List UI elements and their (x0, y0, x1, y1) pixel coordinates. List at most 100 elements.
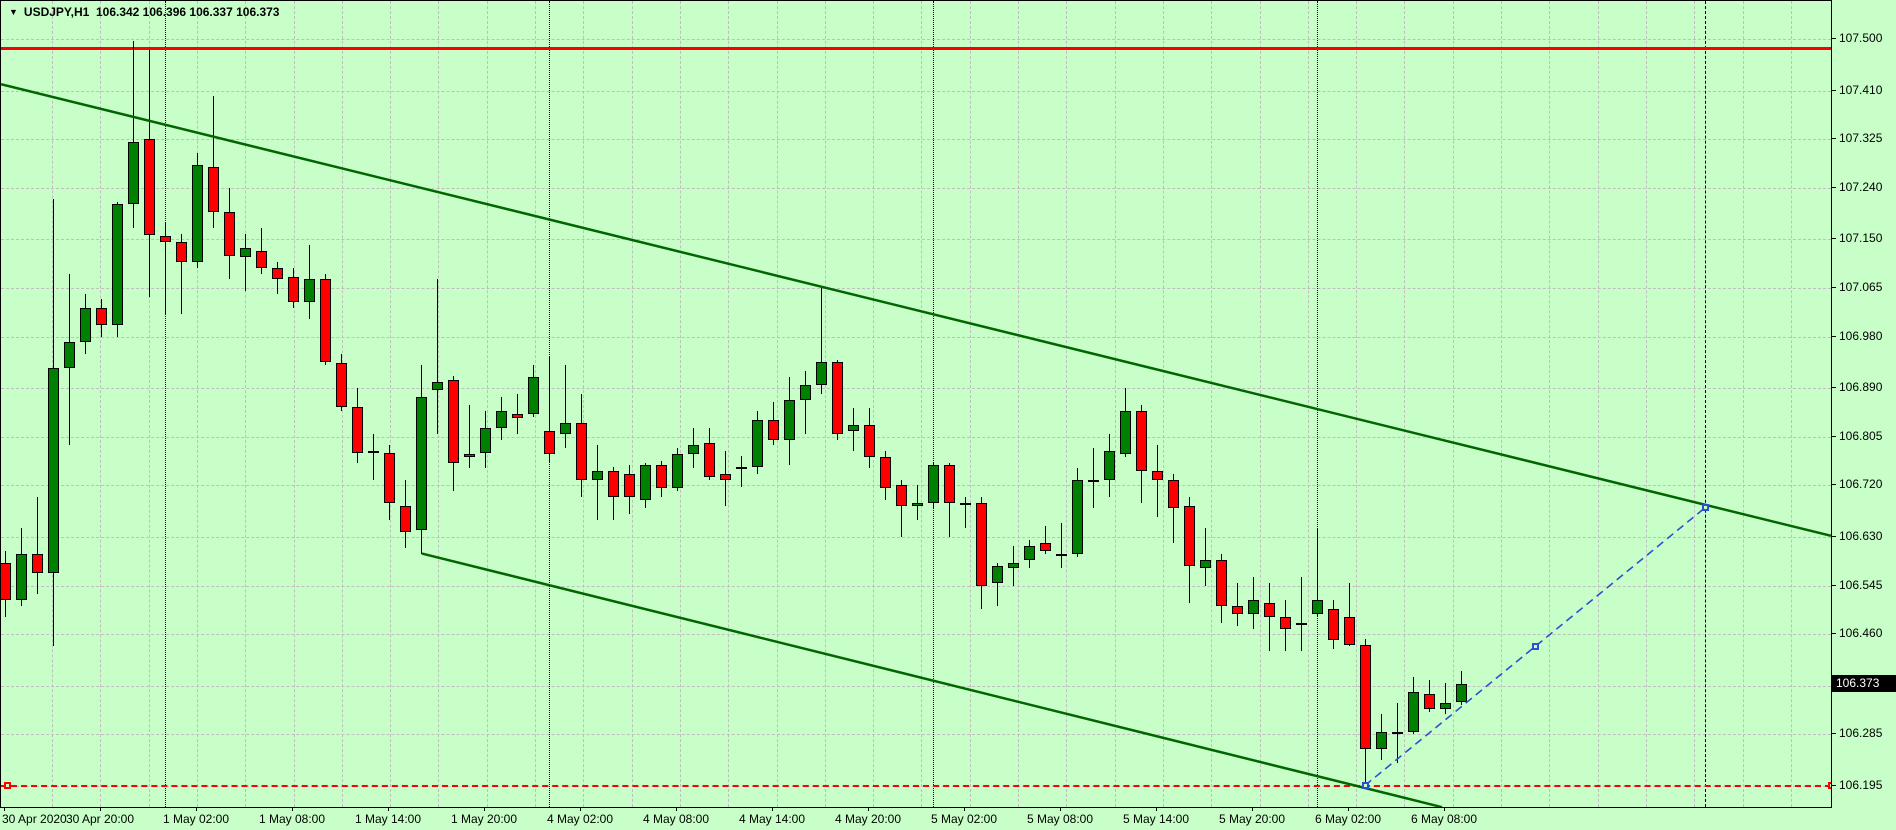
candle-wick (1156, 445, 1158, 517)
candlestick (143, 139, 155, 235)
vertical-gridline (1066, 1, 1068, 807)
vertical-gridline (1307, 1, 1309, 807)
vertical-gridline (1162, 1, 1164, 807)
candlestick (191, 164, 203, 263)
candle-wick (1268, 582, 1270, 652)
time-axis-tick (484, 807, 485, 811)
price-axis-tick (1831, 286, 1836, 288)
time-axis-label: 5 May 20:00 (1218, 812, 1286, 826)
candlestick (431, 382, 443, 390)
resistance-line-107500[interactable] (1, 47, 1831, 51)
time-axis-tick (196, 807, 197, 811)
candlestick (399, 505, 411, 533)
candle-wick (1236, 582, 1238, 626)
candlestick (687, 445, 699, 454)
candlestick (1359, 644, 1371, 749)
candle-wick (244, 233, 246, 291)
time-axis-label: 1 May 20:00 (450, 812, 518, 826)
candle-wick (1092, 448, 1094, 509)
candlestick (1279, 617, 1291, 629)
vertical-gridline (486, 1, 488, 807)
time-axis-label: 1 May 14:00 (354, 812, 422, 826)
vertical-gridline (1356, 1, 1358, 807)
candlestick (1375, 731, 1387, 749)
time-axis-label: 1 May 02:00 (162, 812, 230, 826)
vertical-gridline (1597, 1, 1599, 807)
price-axis-label: 106.720 (1839, 477, 1883, 492)
vertical-gridline (728, 1, 730, 807)
time-axis-tick (388, 807, 389, 811)
candlestick (1007, 562, 1019, 569)
channel-lower-trendline[interactable] (421, 552, 1443, 807)
time-axis-label: 1 May 08:00 (258, 812, 326, 826)
vertical-gridline (1259, 1, 1261, 807)
candle-wick (212, 96, 214, 228)
candlestick (1183, 505, 1195, 566)
horizontal-gridline (1, 287, 1831, 289)
candle-wick (564, 365, 566, 449)
time-axis-tick (580, 807, 581, 811)
triangle-down-icon[interactable]: ▼ (9, 7, 18, 17)
vertical-gridline (1742, 1, 1744, 807)
candle-wick (548, 356, 550, 463)
candlestick (1087, 479, 1099, 482)
candle-wick (900, 479, 902, 537)
candlestick (271, 267, 283, 280)
horizontal-gridline (1, 734, 1831, 736)
time-axis-tick (1348, 807, 1349, 811)
vertical-gridline (196, 1, 198, 807)
time-axis-tick (100, 807, 101, 811)
channel-upper-trendline[interactable] (1, 83, 1831, 538)
candlestick (1055, 554, 1067, 557)
support-line-106195[interactable] (1, 784, 1831, 787)
projection-handle-start[interactable] (1361, 781, 1369, 789)
time-axis-tick (1060, 807, 1061, 811)
candlestick (255, 250, 267, 268)
time-axis-tick (964, 807, 965, 811)
price-axis-tick (1831, 387, 1836, 389)
support-line-handle[interactable] (1827, 782, 1831, 790)
vertical-gridline (873, 1, 875, 807)
candlestick (943, 465, 955, 503)
horizontal-gridline (1, 485, 1831, 487)
candlestick (559, 422, 571, 434)
candlestick (1231, 605, 1243, 615)
price-axis-label: 107.240 (1839, 179, 1883, 194)
price-axis-tick (1831, 633, 1836, 635)
vertical-gridline (583, 1, 585, 807)
candlestick (1023, 545, 1035, 560)
trendline-layer (1, 83, 1831, 807)
candle-wick (596, 445, 598, 520)
vertical-dashed-line[interactable] (1705, 1, 1706, 807)
time-axis-label: 6 May 08:00 (1410, 812, 1478, 826)
time-axis-tick (1444, 807, 1445, 811)
projection-trendline[interactable] (1364, 507, 1706, 787)
candlestick (703, 442, 715, 477)
candlestick (831, 362, 843, 434)
horizontal-gridline (1, 187, 1831, 189)
vertical-gridline (245, 1, 247, 807)
candlestick (1311, 599, 1323, 615)
price-axis-tick (1831, 238, 1836, 240)
price-axis-tick (1831, 733, 1836, 735)
horizontal-gridline (1, 239, 1831, 241)
candle-wick (132, 40, 134, 228)
candlestick (95, 308, 107, 326)
candlestick (463, 453, 475, 457)
projection-handle-end[interactable] (1701, 504, 1709, 512)
chart-plot-area[interactable]: ▼ USDJPY,H1 106.342 106.396 106.337 106.3… (0, 0, 1832, 808)
vertical-gridline (1404, 1, 1406, 807)
candlestick (15, 554, 27, 600)
candlestick (1199, 559, 1211, 569)
candlestick (847, 425, 859, 432)
candle-wick (1172, 474, 1174, 543)
time-axis-label: 4 May 02:00 (546, 812, 614, 826)
candlestick (111, 204, 123, 326)
candle-wick (436, 279, 438, 434)
candlestick (751, 419, 763, 468)
day-separator-line (1317, 1, 1318, 807)
support-line-handle[interactable] (3, 782, 11, 790)
price-axis-label: 106.545 (1839, 577, 1883, 592)
projection-handle-mid[interactable] (1531, 643, 1539, 651)
